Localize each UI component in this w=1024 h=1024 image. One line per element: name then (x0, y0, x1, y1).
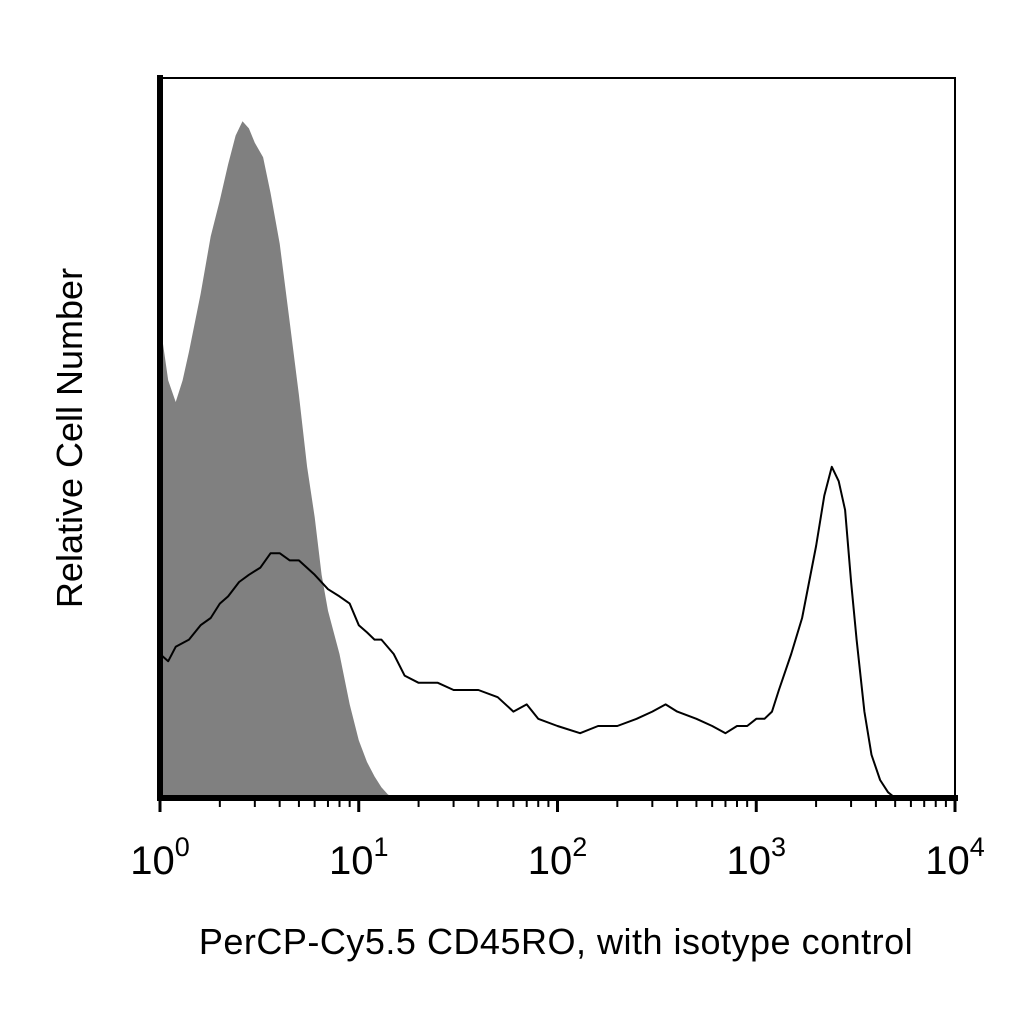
series-layer (159, 121, 896, 799)
x-tick-marks (158, 798, 957, 812)
x-tick-label: 102 (527, 832, 588, 883)
cd45ro-histogram-line (159, 465, 896, 799)
x-axis-label: PerCP-Cy5.5 CD45RO, with isotype control (198, 921, 914, 962)
x-tick-label: 104 (925, 832, 985, 883)
isotype-control-histogram (160, 121, 394, 798)
x-tick-label: 103 (726, 832, 787, 883)
y-axis-label: Relative Cell Number (49, 267, 90, 609)
x-tick-label: 100 (130, 832, 190, 883)
x-tick-label: 101 (328, 832, 389, 883)
